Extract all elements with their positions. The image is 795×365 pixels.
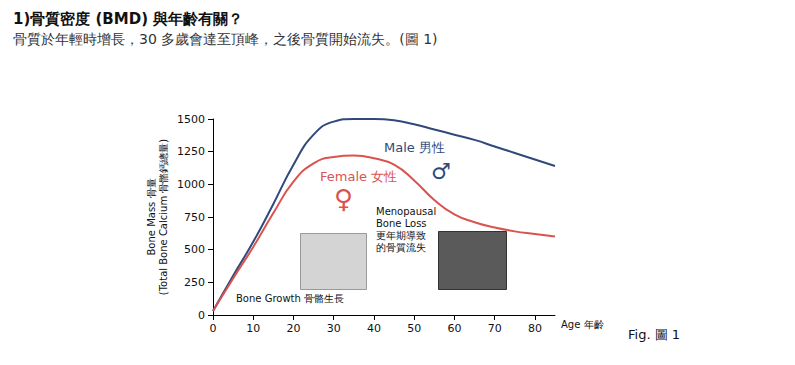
svg-text:Male 男性: Male 男性 [384,140,445,155]
svg-text:0: 0 [198,309,205,322]
svg-text:70: 70 [488,322,502,335]
svg-text:1250: 1250 [177,145,205,158]
svg-text:Age 年齡: Age 年齡 [561,319,604,330]
svg-text:骨質於年輕時增長，30 多歲會達至頂峰，之後骨質開始流失。(: 骨質於年輕時增長，30 多歲會達至頂峰，之後骨質開始流失。(圖 1) [13,31,438,47]
svg-text:♂: ♂ [431,159,451,184]
svg-text:Bone Loss: Bone Loss [376,218,427,229]
svg-text:Bone Growth 骨骼生長: Bone Growth 骨骼生長 [236,293,344,304]
svg-text:750: 750 [184,211,205,224]
svg-text:500: 500 [184,243,205,256]
svg-text:0: 0 [210,322,217,335]
svg-text:Bone Mass 骨量: Bone Mass 骨量 [146,178,157,255]
svg-text:30: 30 [327,322,341,335]
svg-text:Fig. 圖 1: Fig. 圖 1 [628,327,680,342]
svg-text:的骨質流失: 的骨質流失 [376,242,426,253]
svg-text:Female 女性: Female 女性 [320,169,397,184]
svg-text:50: 50 [407,322,421,335]
svg-text:Menopausal: Menopausal [376,206,436,217]
svg-text:♀: ♀ [334,184,353,214]
svg-text:10: 10 [246,322,260,335]
svg-text:20: 20 [286,322,300,335]
svg-text:40: 40 [367,322,381,335]
svg-text:更年期導致: 更年期導致 [376,230,426,241]
svg-text:1)骨質密度 (BMD) 與年齡有關？: 1)骨質密度 (BMD) 與年齡有關？ [13,10,243,28]
svg-text:80: 80 [528,322,542,335]
svg-text:1500: 1500 [177,113,205,126]
svg-text:250: 250 [184,276,205,289]
svg-text:1000: 1000 [177,178,205,191]
svg-text:60: 60 [447,322,461,335]
svg-text:(Total Bone Calcium 骨骼鈣總量): (Total Bone Calcium 骨骼鈣總量) [158,139,169,296]
